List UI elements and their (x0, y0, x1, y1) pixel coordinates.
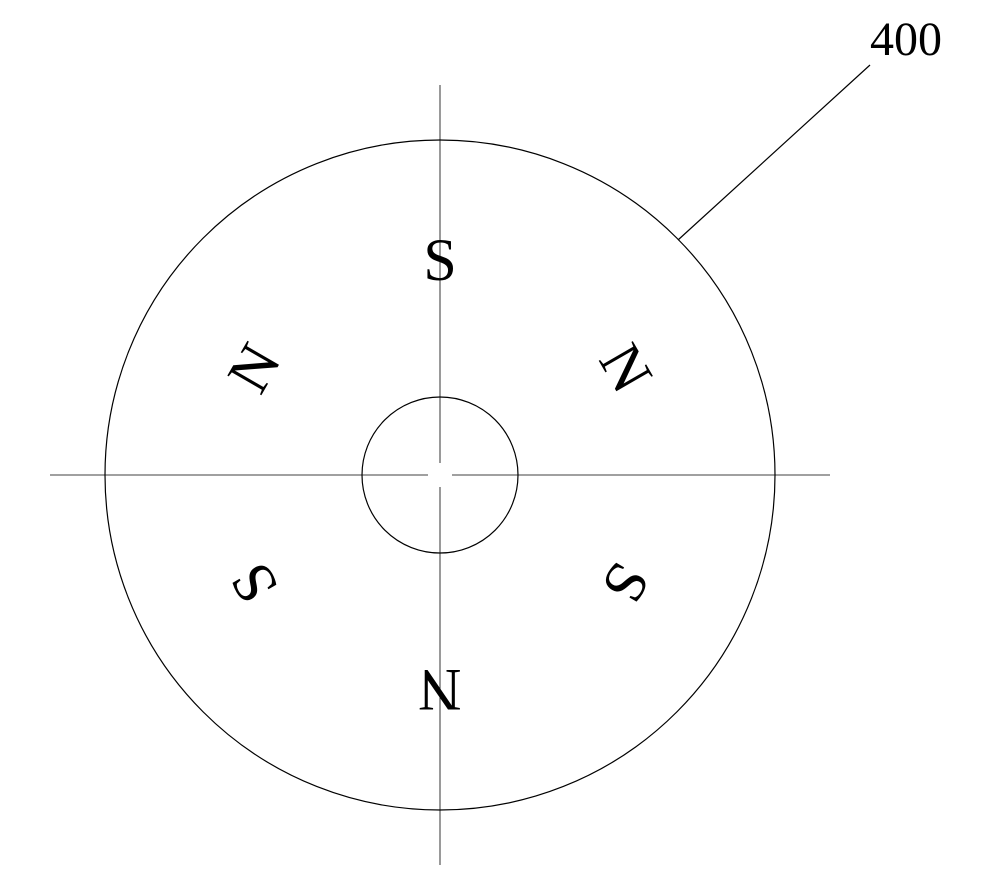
pole-label-0: S (423, 230, 456, 290)
callout-label-400: 400 (870, 12, 942, 67)
diagram-canvas (0, 0, 1000, 881)
pole-label-3: N (418, 660, 461, 720)
